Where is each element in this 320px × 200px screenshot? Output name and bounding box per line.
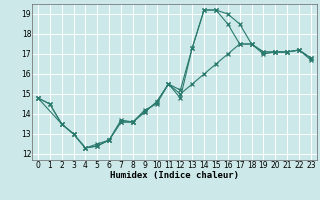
X-axis label: Humidex (Indice chaleur): Humidex (Indice chaleur) bbox=[110, 171, 239, 180]
